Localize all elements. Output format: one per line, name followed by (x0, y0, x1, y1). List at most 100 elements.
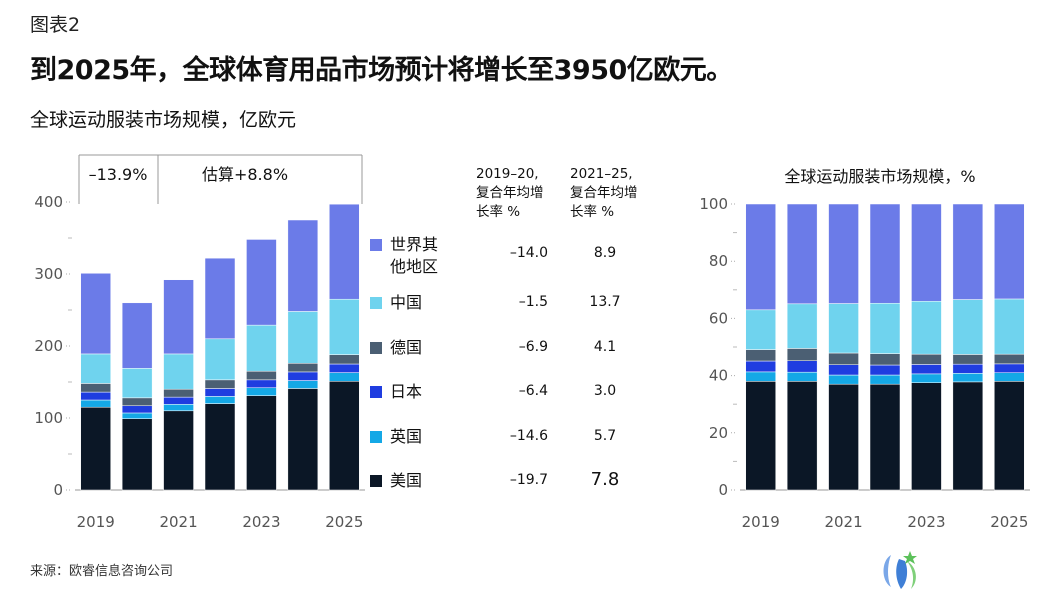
bar-segment-2022-美国 (204, 403, 236, 491)
y-tick-label: 400 (34, 193, 63, 211)
legend-label: 日本 (390, 382, 423, 401)
y-tick-label: 80 (709, 252, 728, 270)
x-tick-label: 2025 (325, 513, 363, 531)
bar-segment-2020-英国 (121, 412, 153, 419)
bar-segment-2021-世界其他地区 (828, 203, 859, 304)
bar-segment-2024-日本 (952, 363, 984, 374)
legend-swatch (370, 297, 382, 309)
legend-swatch (370, 239, 382, 251)
bar-segment-2023-中国 (246, 324, 277, 372)
bar-segment-2019-日本 (80, 391, 111, 401)
cagr-2021-25-value: 8.9 (593, 245, 617, 261)
bar-segment-2022-德国 (204, 379, 236, 389)
bar-segment-2020-世界其他地区 (786, 203, 818, 305)
bar-segment-2023-美国 (911, 382, 942, 491)
y-tick-label: 20 (709, 424, 728, 442)
bar-segment-2024-世界其他地区 (952, 203, 984, 300)
y-tick-label: 100 (34, 409, 63, 427)
bar-segment-2025-日本 (329, 363, 360, 373)
x-tick-label: 2023 (907, 513, 945, 531)
bar-segment-2022-美国 (869, 383, 901, 491)
bar-segment-2021-日本 (828, 364, 859, 376)
bar-segment-2019-英国 (745, 371, 776, 382)
y-tick-label: 300 (34, 265, 63, 283)
bar-segment-2024-中国 (287, 311, 319, 364)
bar-segment-2019-世界其他地区 (745, 203, 776, 311)
cagr-2019-20-value: –6.9 (518, 339, 548, 355)
figure-label: 图表2 (30, 14, 81, 36)
bar-segment-2025-美国 (994, 381, 1025, 491)
legend-label: 英国 (390, 427, 423, 446)
bar-segment-2023-世界其他地区 (911, 203, 942, 302)
bar-segment-2020-中国 (786, 303, 818, 349)
bar-segment-2020-日本 (121, 405, 153, 414)
y-tick-label: 100 (699, 195, 728, 213)
bar-segment-2024-世界其他地区 (287, 219, 319, 312)
legend-swatch (370, 475, 382, 487)
bar-segment-2021-美国 (163, 410, 194, 491)
cagr-2019-20-value: –19.7 (509, 472, 548, 488)
cagr-2019-20-value: –1.5 (518, 294, 548, 310)
x-tick-label: 2019 (77, 513, 115, 531)
bar-segment-2021-德国 (163, 388, 194, 398)
bar-segment-2019-英国 (80, 399, 111, 408)
bar-segment-2022-世界其他地区 (869, 203, 901, 304)
cagr-2021-25-value: 5.7 (593, 428, 617, 444)
bar-segment-2025-中国 (994, 298, 1025, 355)
bar-segment-2025-英国 (994, 372, 1025, 382)
y-tick-label: 40 (709, 367, 728, 385)
bar-segment-2025-美国 (329, 381, 360, 491)
y-tick-label: 0 (718, 481, 728, 499)
bar-segment-2024-美国 (952, 381, 984, 491)
legend-label: 美国 (390, 471, 423, 490)
legend-label: 中国 (390, 293, 423, 312)
bar-segment-2019-中国 (745, 309, 776, 350)
bar-segment-2019-中国 (80, 353, 111, 384)
bar-segment-2025-中国 (329, 298, 360, 355)
bar-segment-2023-英国 (246, 387, 277, 396)
bar-segment-2021-英国 (163, 404, 194, 412)
bar-segment-2023-中国 (911, 300, 942, 355)
bar-segment-2019-世界其他地区 (80, 273, 111, 355)
right-chart: 0 20 40 60 80 100 2019 2021 2023 2025 (699, 195, 1030, 531)
bar-segment-2019-德国 (745, 349, 776, 362)
bar-segment-2024-中国 (952, 299, 984, 355)
table-header-2021-25: 2021–25, 复合年均增 长率 % (570, 166, 638, 220)
bar-segment-2024-德国 (287, 363, 319, 373)
x-tick-label: 2021 (159, 513, 197, 531)
x-tick-label: 2025 (990, 513, 1028, 531)
y-tick-label: 60 (709, 309, 728, 327)
bar-segment-2021-世界其他地区 (163, 279, 194, 355)
bar-segment-2021-中国 (828, 303, 859, 354)
headline: 到2025年，全球体育用品市场预计将增长至3950亿欧元。 (30, 55, 733, 86)
x-tick-label: 2021 (824, 513, 862, 531)
legend-item: 中国 (370, 292, 460, 314)
bar-segment-2020-美国 (121, 418, 153, 491)
table-header-2019-20: 2019–20, 复合年均增 长率 % (476, 166, 544, 220)
legend-label: 德国 (390, 338, 423, 357)
bar-segment-2024-美国 (287, 388, 319, 491)
bar-segment-2025-日本 (994, 363, 1025, 373)
bar-segment-2023-德国 (246, 370, 277, 381)
legend-swatch (370, 342, 382, 354)
bar-segment-2025-德国 (329, 354, 360, 365)
legend-item: 日本 (370, 381, 460, 403)
bar-segment-2025-英国 (329, 372, 360, 382)
bar-segment-2023-英国 (911, 373, 942, 384)
legend-item: 德国 (370, 337, 460, 359)
logo-icon (883, 551, 917, 589)
bar-segment-2023-日本 (246, 379, 277, 389)
cagr-2021-25-value: 3.0 (593, 383, 617, 399)
bar-segment-2021-英国 (828, 374, 859, 385)
bar-segment-2020-世界其他地区 (121, 302, 153, 369)
left-chart-title: 全球运动服装市场规模，亿欧元 (30, 109, 297, 131)
bar-segment-2024-英国 (287, 380, 319, 389)
bar-segment-2020-英国 (786, 371, 818, 382)
bar-segment-2025-世界其他地区 (329, 203, 360, 300)
bar-segment-2023-美国 (246, 395, 277, 491)
bar-segment-2020-日本 (786, 360, 818, 373)
annotation-2021-25: 估算+8.8% (202, 165, 288, 184)
bar-segment-2023-德国 (911, 353, 942, 365)
cagr-2021-25-value: 4.1 (593, 339, 617, 355)
bar-segment-2023-世界其他地区 (246, 239, 277, 326)
